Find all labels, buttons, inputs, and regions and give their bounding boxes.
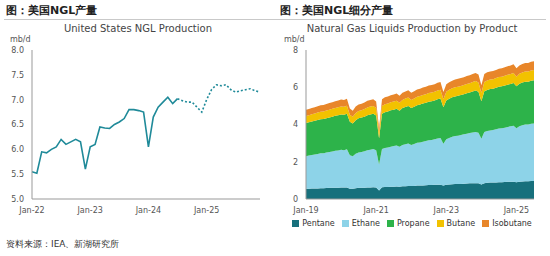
svg-text:Jan-19: Jan-19 [292,206,318,215]
svg-text:6.5: 6.5 [11,120,24,129]
html-text:图：美国NGL细分产量: 图：美国NGL细分产量 [280,4,394,17]
svg-text:2: 2 [293,158,298,167]
html-text:mb/d: mb/d [284,35,305,44]
svg-text:5.0: 5.0 [11,195,24,204]
svg-text:6.0: 6.0 [11,145,24,154]
svg-text:5.5: 5.5 [11,170,24,179]
svg-text:7.0: 7.0 [11,96,24,105]
svg-text:4: 4 [293,120,298,129]
html-text:mb/d: mb/d [10,35,31,44]
html-text:Natural Gas Liquids Production: Natural Gas Liquids Production by Produc… [306,23,518,34]
html-text:资料来源：IEA、新湖研究所: 资料来源：IEA、新湖研究所 [6,239,120,249]
svg-text:Jan-25: Jan-25 [193,206,219,215]
html-text:Pentane: Pentane [302,219,335,228]
svg-text:Jan-25: Jan-25 [503,206,529,215]
svg-text:0: 0 [293,195,298,204]
svg-text:Jan-22: Jan-22 [18,206,44,215]
html-text:Butane: Butane [446,219,476,228]
html-text:United States NGL Production: United States NGL Production [64,23,212,34]
svg-text:Jan-21: Jan-21 [362,206,388,215]
svg-text:Jan-23: Jan-23 [433,206,459,215]
html-text:图：美国NGL产量: 图：美国NGL产量 [6,4,98,17]
html-text:Ethane: Ethane [351,219,380,228]
html-text:Isobutane: Isobutane [492,219,532,228]
svg-text:Jan-23: Jan-23 [77,206,103,215]
svg-text:8.0: 8.0 [11,46,24,55]
html-text:Propane: Propane [396,219,430,228]
svg-text:6: 6 [293,83,298,92]
svg-text:Jan-24: Jan-24 [135,206,161,215]
svg-text:7.5: 7.5 [11,71,24,80]
svg-text:8: 8 [293,46,298,55]
